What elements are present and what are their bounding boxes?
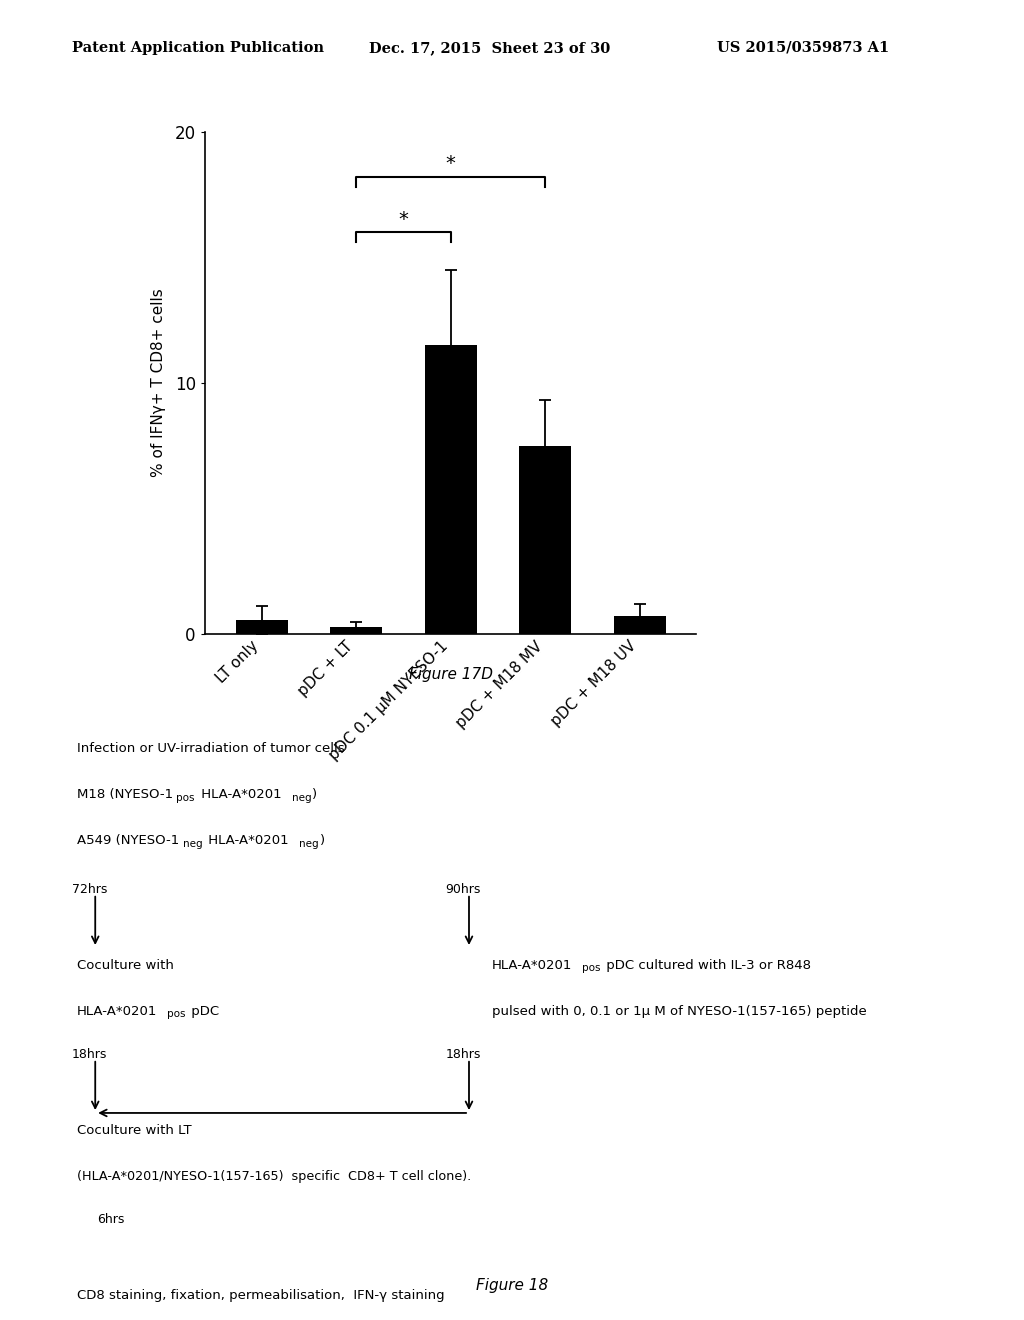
- Text: CD8 staining, fixation, permeabilisation,  IFN-γ staining: CD8 staining, fixation, permeabilisation…: [77, 1288, 444, 1302]
- Text: ): ): [319, 834, 325, 847]
- Text: pDC cultured with IL-3 or R848: pDC cultured with IL-3 or R848: [602, 958, 811, 972]
- Text: *: *: [398, 210, 409, 228]
- Text: neg: neg: [292, 792, 311, 803]
- Text: 72hrs: 72hrs: [72, 883, 108, 896]
- Text: Figure 17D: Figure 17D: [409, 667, 493, 681]
- Bar: [519, 446, 571, 634]
- Bar: [425, 346, 476, 634]
- Text: pos: pos: [176, 792, 195, 803]
- Text: Dec. 17, 2015  Sheet 23 of 30: Dec. 17, 2015 Sheet 23 of 30: [369, 41, 610, 55]
- Text: 6hrs: 6hrs: [97, 1213, 125, 1226]
- Text: 18hrs: 18hrs: [445, 1048, 481, 1061]
- Text: neg: neg: [299, 838, 318, 849]
- Text: HLA-A*0201: HLA-A*0201: [77, 1005, 157, 1018]
- Text: HLA-A*0201: HLA-A*0201: [197, 788, 282, 801]
- Text: US 2015/0359873 A1: US 2015/0359873 A1: [717, 41, 889, 55]
- Text: ): ): [312, 788, 317, 801]
- Text: A549 (NYESO-1: A549 (NYESO-1: [77, 834, 179, 847]
- Bar: [236, 620, 288, 634]
- Text: 90hrs: 90hrs: [445, 883, 481, 896]
- Text: HLA-A*0201: HLA-A*0201: [492, 958, 571, 972]
- Text: Coculture with: Coculture with: [77, 958, 174, 972]
- Text: pos: pos: [167, 1008, 185, 1019]
- Text: Figure 18: Figure 18: [476, 1278, 548, 1292]
- Text: HLA-A*0201: HLA-A*0201: [204, 834, 289, 847]
- Text: 18hrs: 18hrs: [72, 1048, 108, 1061]
- Text: M18 (NYESO-1: M18 (NYESO-1: [77, 788, 173, 801]
- Text: pos: pos: [582, 964, 600, 973]
- Text: pulsed with 0, 0.1 or 1μ M of NYESO-1(157-165) peptide: pulsed with 0, 0.1 or 1μ M of NYESO-1(15…: [492, 1005, 866, 1018]
- Text: pDC: pDC: [187, 1005, 219, 1018]
- Bar: [613, 616, 666, 634]
- Text: Coculture with LT: Coculture with LT: [77, 1123, 191, 1137]
- Y-axis label: % of IFNγ+ T CD8+ cells: % of IFNγ+ T CD8+ cells: [152, 289, 166, 477]
- Text: Infection or UV-irradiation of tumor cells: Infection or UV-irradiation of tumor cel…: [77, 742, 344, 755]
- Text: Patent Application Publication: Patent Application Publication: [72, 41, 324, 55]
- Bar: [330, 627, 382, 634]
- Text: (HLA-A*0201/NYESO-1(157-165)  specific  CD8+ T cell clone).: (HLA-A*0201/NYESO-1(157-165) specific CD…: [77, 1170, 471, 1183]
- Text: *: *: [445, 154, 456, 173]
- Text: neg: neg: [183, 838, 203, 849]
